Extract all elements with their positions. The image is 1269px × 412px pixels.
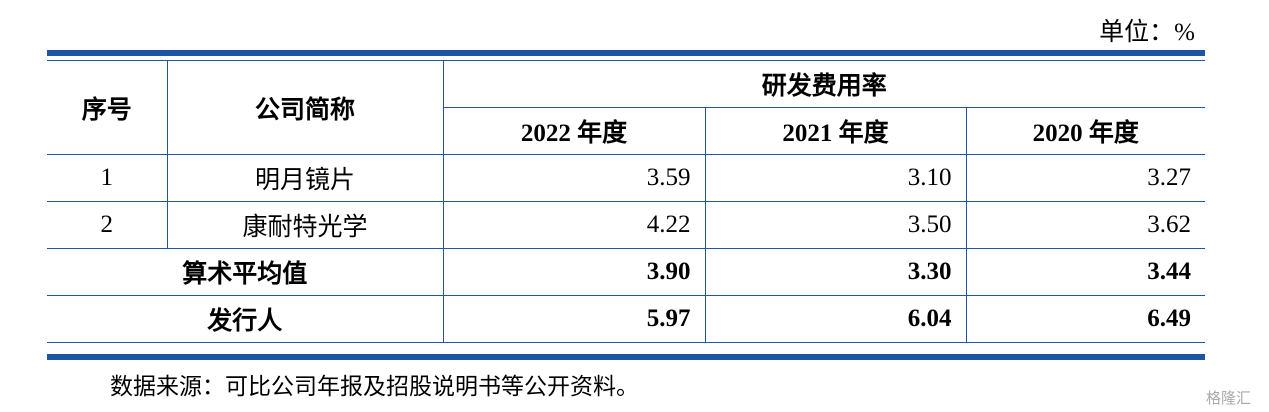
- table-row: 发行人 5.97 6.04 6.49: [47, 295, 1205, 343]
- table-cell: 3.90: [442, 248, 706, 296]
- table-cell: 发行人: [47, 295, 444, 343]
- table-row: 1 明月镜片 3.59 3.10 3.27: [47, 154, 1205, 202]
- table-cell: 3.50: [704, 201, 967, 249]
- header-cell: 2021 年度: [704, 107, 967, 155]
- table-cell: 5.97: [442, 295, 706, 343]
- table-header: 序号 公司简称 研发费用率 2022 年度 2021 年度 2020 年度: [47, 60, 1205, 155]
- table-cell: 3.27: [965, 154, 1205, 202]
- table-cell: 4.22: [442, 201, 706, 249]
- table-cell: 康耐特光学: [166, 201, 444, 249]
- table-cell: 1: [47, 154, 168, 202]
- header-cell: 研发费用率: [442, 60, 1205, 108]
- table-cell: 3.44: [965, 248, 1205, 296]
- header-cell: 2022 年度: [443, 107, 706, 155]
- table-cell: 3.30: [704, 248, 967, 296]
- table-cell: 3.59: [442, 154, 706, 202]
- table-cell: 算术平均值: [47, 248, 444, 296]
- header-cell: 公司简称: [166, 60, 444, 155]
- source-note: 数据来源：可比公司年报及招股说明书等公开资料。: [110, 374, 639, 399]
- top-rule: [47, 50, 1205, 56]
- table-cell: 6.04: [704, 295, 967, 343]
- table-cell: 3.10: [704, 154, 967, 202]
- table-row: 算术平均值 3.90 3.30 3.44: [47, 248, 1205, 296]
- header-cell: 2020 年度: [965, 107, 1205, 155]
- table-cell: 明月镜片: [166, 154, 444, 202]
- table-row: 2 康耐特光学 4.22 3.50 3.62: [47, 201, 1205, 249]
- table-body: 1 明月镜片 3.59 3.10 3.27 2 康耐特光学 4.22 3.50 3.62 算术平均值…: [47, 154, 1205, 343]
- header-cell: 序号: [47, 60, 168, 155]
- bottom-rule: [47, 354, 1205, 360]
- table-cell: 2: [47, 201, 168, 249]
- unit-label: 单位：%: [1099, 19, 1195, 46]
- watermark: 格隆汇: [1205, 389, 1251, 407]
- table-cell: 6.49: [965, 295, 1205, 343]
- table-cell: 3.62: [965, 201, 1205, 249]
